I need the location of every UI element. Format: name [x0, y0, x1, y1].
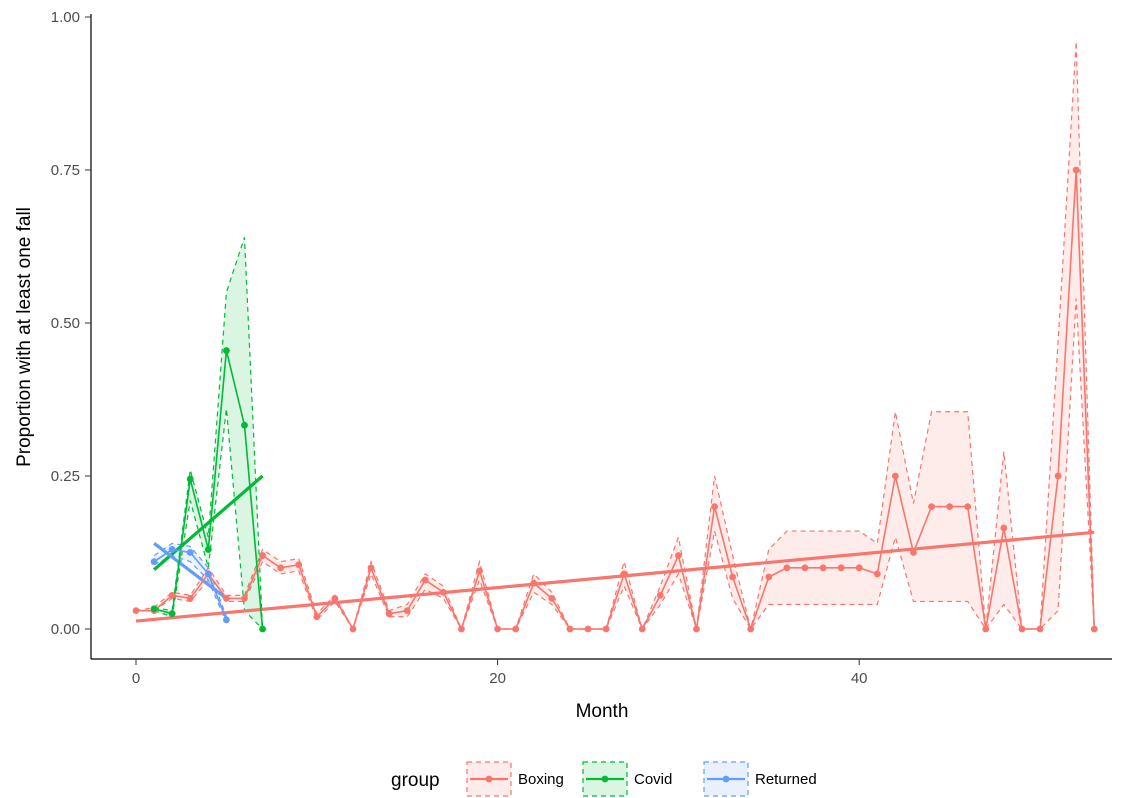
- boxing-point: [385, 610, 393, 618]
- returned-point: [186, 549, 194, 556]
- returned-point: [204, 570, 212, 578]
- boxing-point: [313, 613, 321, 621]
- series-points: [132, 166, 1098, 633]
- boxing-legend-label: Boxing: [518, 771, 564, 788]
- y-axis-title: Proportion with at least one fall: [14, 207, 35, 467]
- boxing-point: [602, 625, 610, 633]
- returned-legend-point: [722, 775, 730, 783]
- y-tick-label: 1.00: [51, 9, 80, 26]
- y-tick-label: 0.25: [51, 468, 80, 485]
- boxing-point: [1000, 524, 1008, 532]
- boxing-point: [964, 503, 972, 510]
- boxing-point: [530, 579, 538, 587]
- boxing-legend-point: [485, 775, 493, 783]
- boxing-point: [873, 570, 881, 578]
- boxing-point: [584, 625, 592, 633]
- boxing-point: [1036, 625, 1044, 633]
- boxing-point: [620, 570, 628, 578]
- boxing-point: [946, 503, 953, 510]
- boxing-point: [693, 625, 700, 633]
- boxing-point: [910, 549, 917, 556]
- boxing-point: [421, 576, 429, 584]
- boxing-point: [638, 625, 646, 633]
- boxing-point: [458, 625, 465, 633]
- returned-ci-upper: [153, 542, 227, 617]
- boxing-point: [186, 595, 194, 602]
- boxing-point: [132, 607, 140, 615]
- boxing-point: [891, 472, 899, 480]
- covid-point: [186, 475, 194, 483]
- covid-point: [241, 421, 248, 429]
- boxing-point: [855, 564, 863, 572]
- boxing-point: [747, 625, 755, 633]
- boxing-point: [259, 552, 266, 559]
- covid-point: [150, 605, 158, 613]
- covid-ci-ribbon: [154, 237, 263, 629]
- boxing-point: [403, 607, 411, 615]
- y-tick-label: 0.75: [51, 162, 80, 179]
- boxing-point: [656, 591, 664, 599]
- boxing-point: [928, 503, 935, 510]
- ci-ribbons: [135, 41, 1095, 631]
- returned-legend-label: Returned: [755, 771, 817, 788]
- y-tick-label: 0.50: [51, 315, 80, 332]
- legend-title: group: [391, 770, 440, 791]
- boxing-point: [439, 588, 447, 596]
- boxing-point: [819, 564, 827, 572]
- x-tick-label: 40: [851, 670, 868, 687]
- boxing-point: [837, 564, 845, 572]
- boxing-point: [512, 625, 520, 633]
- boxing-ci-lower: [136, 298, 1095, 631]
- x-tick-label: 20: [489, 670, 506, 687]
- boxing-point: [1090, 625, 1098, 633]
- boxing-point: [801, 564, 809, 572]
- returned-point: [223, 616, 230, 624]
- boxing-point: [566, 625, 574, 633]
- boxing-point: [711, 503, 718, 510]
- covid-legend-label: Covid: [634, 771, 672, 788]
- boxing-point: [367, 564, 375, 572]
- y-tick-label: 0.00: [51, 621, 80, 638]
- covid-legend-point: [601, 775, 609, 783]
- boxing-point: [331, 595, 339, 602]
- boxing-point: [729, 573, 737, 581]
- covid-point: [259, 625, 266, 633]
- axes: [90, 14, 1112, 660]
- boxing-point: [783, 564, 791, 572]
- boxing-point: [241, 595, 248, 602]
- covid-point: [223, 347, 230, 354]
- boxing-point: [295, 561, 303, 569]
- boxing-point: [349, 625, 357, 633]
- boxing-point: [982, 625, 990, 633]
- x-tick-label: 0: [132, 670, 140, 687]
- boxing-point: [765, 573, 773, 581]
- boxing-point: [548, 595, 556, 602]
- x-axis-title: Month: [576, 701, 629, 722]
- boxing-point: [1018, 625, 1026, 633]
- covid-point: [168, 610, 176, 618]
- boxing-ci-ribbon: [136, 41, 1095, 630]
- boxing-point: [277, 564, 285, 572]
- returned-point: [150, 558, 158, 566]
- boxing-point: [1072, 166, 1080, 174]
- covid-trend-line: [153, 474, 264, 571]
- boxing-point: [476, 567, 483, 575]
- boxing-trend-line: [135, 530, 1095, 623]
- x-ticks: 0 20 40: [132, 659, 868, 687]
- boxing-point: [675, 552, 682, 559]
- boxing-point: [223, 595, 230, 602]
- boxing-point: [494, 625, 501, 633]
- boxing-point: [1054, 472, 1062, 480]
- covid-point: [204, 546, 212, 553]
- returned-point: [168, 546, 176, 553]
- legend: group Boxing Covid Returned: [391, 761, 817, 797]
- y-ticks: 0.00 0.25 0.50 0.75 1.00: [51, 9, 91, 638]
- boxing-point: [168, 591, 176, 599]
